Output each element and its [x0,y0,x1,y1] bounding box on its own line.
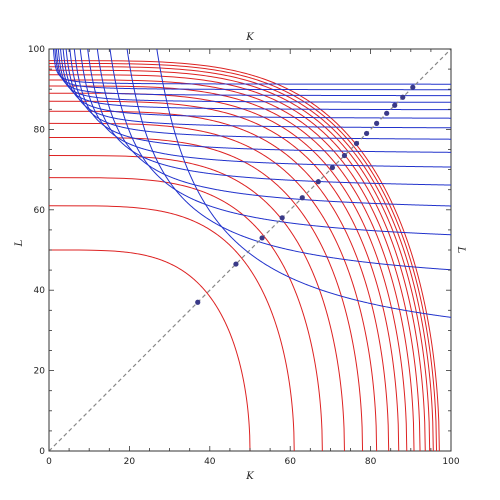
red-curve-2 [49,205,295,451]
blue-curve-11 [60,49,451,111]
intersection-point-3 [259,235,265,241]
blue-curve-2 [126,49,451,271]
red-curve-10 [49,85,415,451]
blue-curve-5 [87,49,451,186]
x-tick-label: 80 [365,457,377,467]
blue-curve-14 [54,49,451,91]
red-curve-6 [49,122,378,451]
x-axis-label: K [245,471,254,482]
diagonal-line [49,49,451,451]
right-axis-label: L [455,246,466,254]
x-tick-label: 40 [204,457,216,467]
y-tick-label: 40 [34,286,46,296]
intersection-point-7 [329,164,336,171]
red-curve-3 [49,177,323,451]
top-axis-label: K [245,32,254,43]
blue-curve-9 [65,49,451,129]
red-curve-5 [49,136,364,451]
intersection-point-13 [392,102,398,108]
blue-curve-15 [52,49,451,85]
y-tick-label: 60 [34,206,46,216]
y-tick-label: 20 [34,367,46,377]
blue-curve-8 [69,49,451,140]
red-curve-14 [49,66,434,451]
intersection-point-8 [341,152,348,159]
ticks: 0 20 40 60 80 100 0 20 40 60 80 100 [28,45,460,467]
blue-curve-4 [96,49,451,207]
intersection-point-11 [374,120,380,126]
blue-curve-10 [62,49,451,119]
x-tick-label: 100 [442,457,459,467]
curves [49,49,451,451]
intersection-point-4 [279,215,285,221]
intersection-point-14 [400,94,406,100]
blue-curve-12 [57,49,451,103]
y-axis-label: L [14,239,25,247]
red-curve-8 [49,100,400,451]
intersection-point-6 [315,179,321,185]
red-curve-9 [49,92,408,451]
intersection-point-12 [384,110,390,116]
intersection-point-1 [195,299,201,305]
blue-curve-7 [73,49,451,153]
red-curve-1 [49,249,251,451]
x-tick-label: 60 [284,457,296,467]
blue-curve-13 [55,49,451,97]
blue-curve-6 [79,49,451,168]
intersection-point-5 [299,195,305,201]
blue-curve-1 [156,49,451,318]
intersection-point-2 [233,261,239,267]
y-tick-label: 100 [28,45,45,55]
intersection-point-15 [410,84,416,90]
x-tick-label: 20 [124,457,136,467]
y-tick-label: 0 [39,447,45,457]
y-tick-label: 80 [34,125,46,135]
intersection-point-9 [353,140,360,147]
intersection-point-10 [363,130,370,137]
x-tick-label: 0 [46,457,52,467]
